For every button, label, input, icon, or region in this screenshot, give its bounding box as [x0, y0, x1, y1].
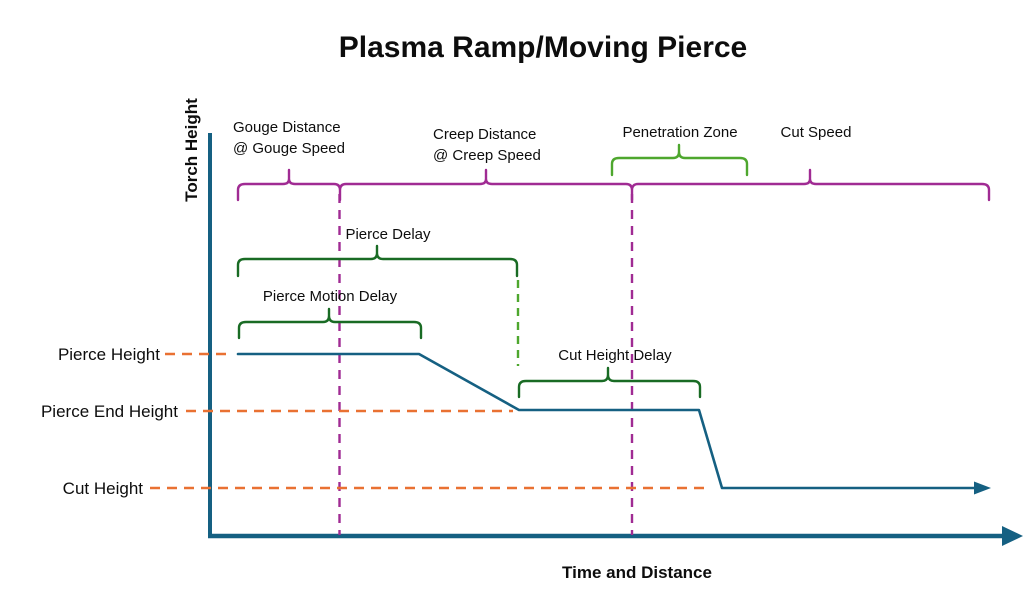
gouge-distance-label-line1: Gouge Distance — [233, 119, 341, 136]
gouge-distance-label-line2: @ Gouge Speed — [233, 140, 345, 157]
pierce-motion-delay-label: Pierce Motion Delay — [263, 288, 398, 305]
cut-speed-label: Cut Speed — [781, 124, 852, 141]
cut-height-label: Cut Height — [63, 479, 144, 498]
cut-height-delay-label: Cut Height Delay — [558, 347, 672, 364]
torch-profile-arrow-icon — [974, 481, 991, 495]
x-axis-label: Time and Distance — [562, 563, 712, 582]
pierce-delay-label: Pierce Delay — [345, 226, 431, 243]
speed-zones-brace — [236, 168, 991, 202]
pierce-delay-brace — [236, 244, 519, 278]
diagram-title: Plasma Ramp/Moving Pierce — [339, 31, 748, 64]
torch-height-profile-line — [236, 352, 978, 490]
y-axis-label: Torch Height — [182, 98, 201, 202]
creep-distance-label-line2: @ Creep Speed — [433, 147, 541, 164]
x-axis-arrow-icon — [1002, 526, 1023, 546]
pierce-end-height-label: Pierce End Height — [41, 402, 178, 421]
creep-distance-label-line1: Creep Distance — [433, 126, 536, 143]
cut-height-delay-brace — [517, 366, 702, 399]
penetration-zone-label: Penetration Zone — [622, 124, 737, 141]
penetration-zone-brace — [610, 143, 749, 177]
pierce-height-label: Pierce Height — [58, 345, 160, 364]
pierce-motion-delay-brace — [237, 307, 423, 340]
